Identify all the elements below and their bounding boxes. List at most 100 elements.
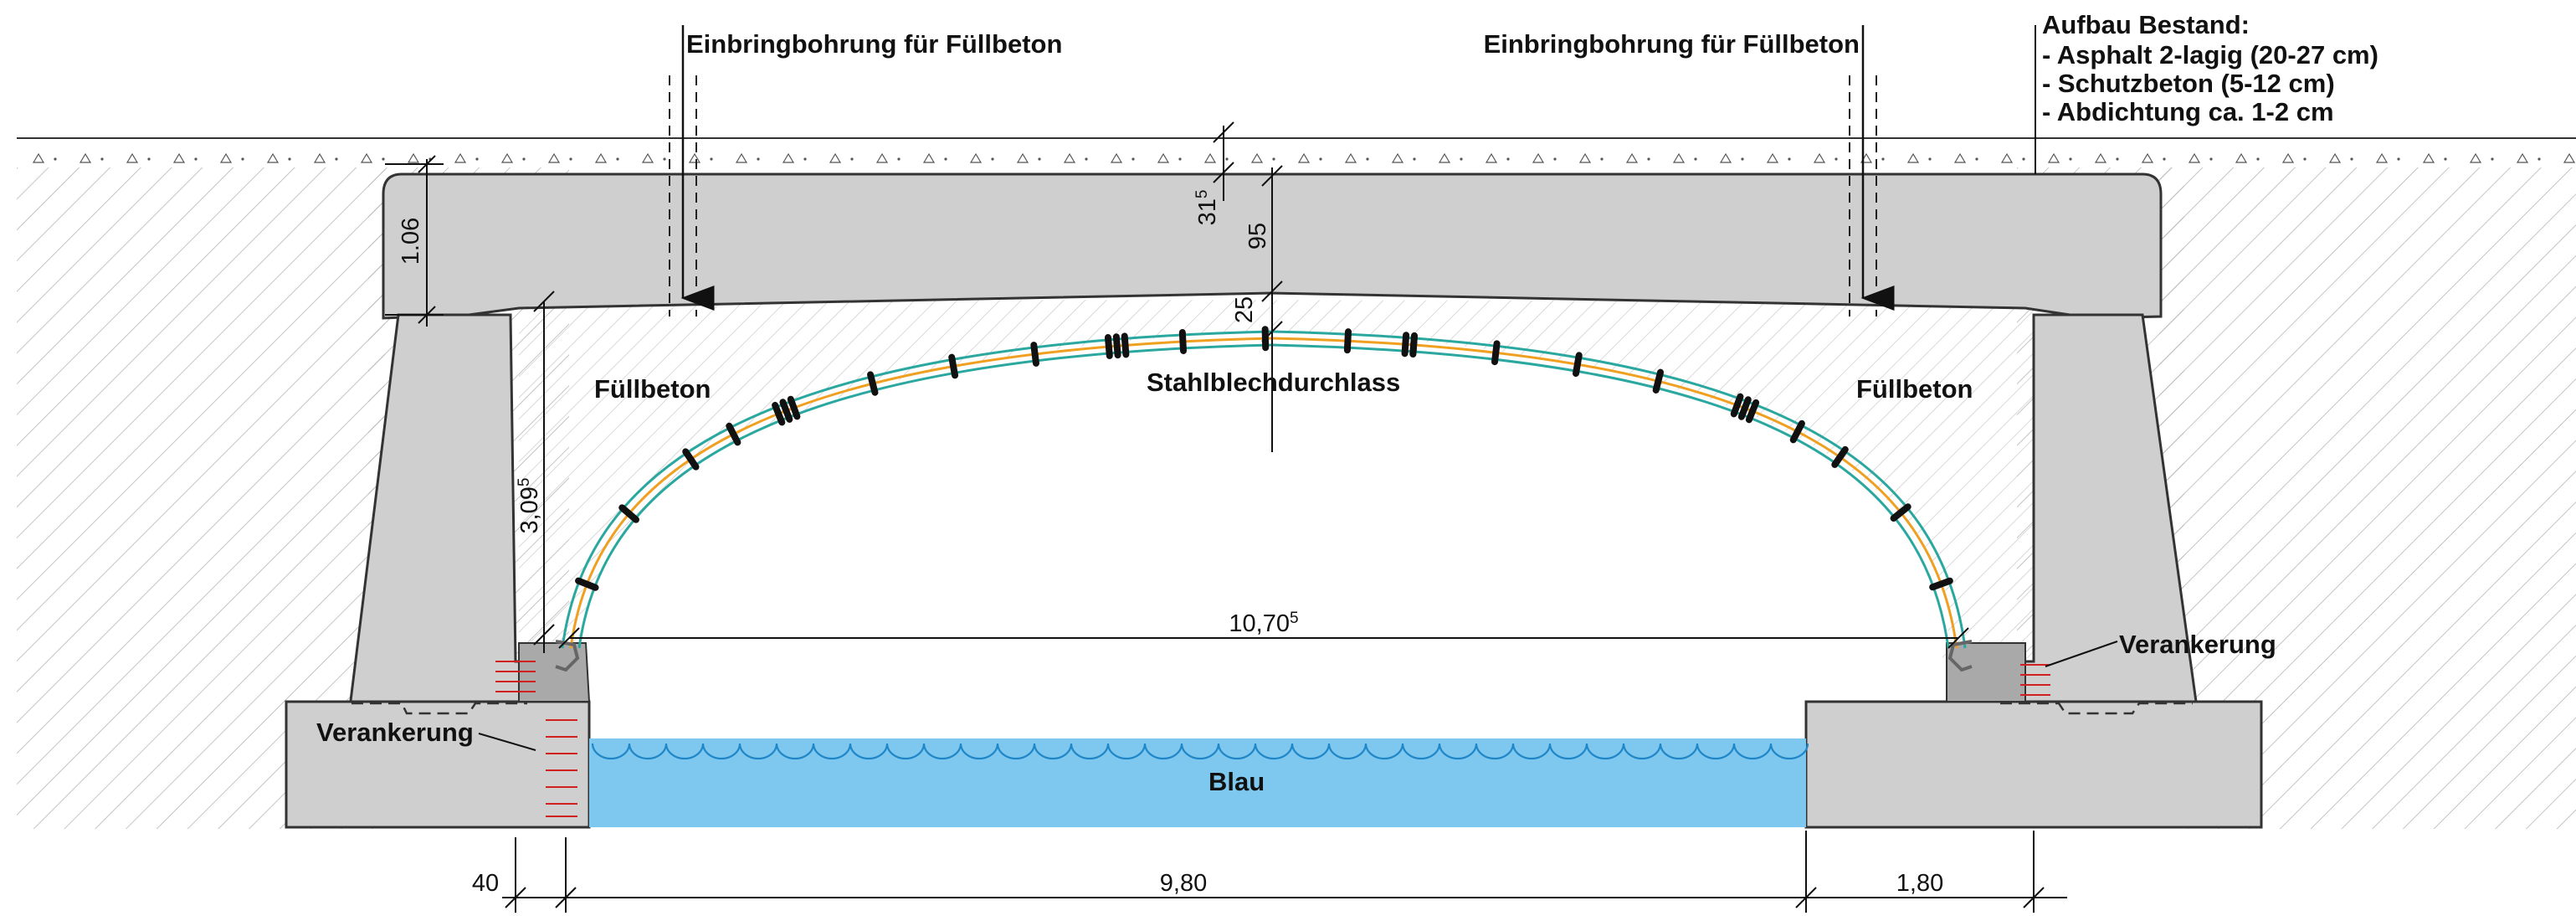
gravel-mark	[2000, 152, 2014, 163]
anchor-bars-left	[495, 661, 577, 817]
arch-bolt	[1831, 445, 1849, 468]
foundation-joint-left	[352, 702, 527, 715]
dim-arch-span-main: 10,70	[1229, 610, 1290, 637]
fill-concrete-region	[519, 300, 2034, 661]
gravel-dot	[1647, 157, 1650, 161]
gravel-dot	[897, 157, 901, 161]
gravel-mark	[1344, 152, 1357, 163]
gravel-mark	[829, 152, 842, 163]
gravel-dot	[1038, 157, 1041, 161]
gravel-mark	[875, 152, 889, 163]
gravel-mark	[1719, 152, 1732, 163]
gravel-dot	[616, 157, 619, 161]
gravel-mark	[126, 152, 139, 163]
gravel-mark	[1110, 152, 1123, 163]
gravel-mark	[500, 152, 514, 163]
arch-bolt	[1929, 577, 1953, 591]
arch-bolt	[618, 504, 639, 523]
gravel-mark	[2563, 152, 2576, 163]
arch-bolt	[1789, 419, 1805, 444]
gravel-dot	[944, 157, 947, 161]
dim-left-offset: 40	[472, 870, 499, 897]
gravel-dot	[569, 157, 572, 161]
gravel-mark	[79, 152, 92, 163]
dim-deck-mid: 95	[1244, 223, 1271, 250]
gravel-dot	[757, 157, 760, 161]
gravel-mark	[2235, 152, 2248, 163]
gravel-mark	[1157, 152, 1170, 163]
gravel-dot	[2397, 157, 2400, 161]
structure-item-sealing: - Abdichtung ca. 1-2 cm	[2042, 97, 2334, 126]
gravel-mark	[922, 152, 936, 163]
arch-bolt	[1491, 340, 1501, 366]
arch-bolt	[1745, 399, 1760, 424]
gravel-dot	[1694, 157, 1697, 161]
gravel-mark	[219, 152, 233, 163]
water-channel	[589, 738, 1806, 827]
gravel-dot	[1741, 157, 1744, 161]
gravel-dot	[2256, 157, 2260, 161]
gravel-mark	[688, 152, 701, 163]
gravel-mark	[266, 152, 280, 163]
gravel-dot	[2069, 157, 2072, 161]
gravel-mark	[2141, 152, 2154, 163]
gravel-mark	[1016, 152, 1029, 163]
gravel-dot	[1460, 157, 1463, 161]
arch-bolt	[682, 448, 700, 471]
arch-bolt	[1737, 396, 1752, 420]
gravel-mark	[1297, 152, 1311, 163]
road-build-up	[17, 139, 2576, 167]
arch-bolt	[1572, 352, 1583, 378]
gravel-dot	[2491, 157, 2494, 161]
gravel-dot	[2538, 157, 2541, 161]
gravel-mark	[1953, 152, 1967, 163]
gravel-mark	[782, 152, 795, 163]
gravel-dot	[1131, 157, 1135, 161]
gravel-dot	[2303, 157, 2307, 161]
gravel-mark	[641, 152, 654, 163]
gravel-dot	[1788, 157, 1791, 161]
gravel-mark	[1250, 152, 1264, 163]
dim-arch-height-main: 3,09	[516, 486, 543, 533]
arch-bolt	[787, 395, 801, 420]
anchor-bars-right	[2020, 664, 2050, 696]
gravel-dot	[991, 157, 994, 161]
gravel-dot	[382, 157, 385, 161]
gravel-dot	[1975, 157, 1978, 161]
culvert-label: Stahlblechdurchlass	[1147, 368, 1400, 397]
gravel-dot	[288, 157, 291, 161]
gravel-mark	[1906, 152, 1920, 163]
gravel-dot	[335, 157, 338, 161]
road-gravel-pattern	[32, 152, 2576, 163]
gravel-mark	[1532, 152, 1545, 163]
arch-bolt	[948, 353, 959, 379]
arch-foot-left	[555, 640, 580, 672]
arch-bolt	[772, 401, 786, 426]
gravel-mark	[1578, 152, 1592, 163]
gravel-mark	[969, 152, 983, 163]
gravel-dot	[1272, 157, 1275, 161]
dim-arch-height-sup: 5	[516, 477, 533, 486]
dim-deck-thickness: 1.06	[398, 218, 424, 265]
gravel-dot	[1413, 157, 1416, 161]
gravel-mark	[1203, 152, 1217, 163]
gravel-mark	[2469, 152, 2482, 163]
arch-bolt	[1112, 333, 1121, 359]
inlet-borehole-right	[1849, 75, 1877, 316]
gravel-mark	[2375, 152, 2389, 163]
gravel-dot	[475, 157, 479, 161]
water-waves	[591, 743, 1809, 760]
dim-clear-span: 9,80	[1160, 870, 1207, 897]
arch-bolt	[1890, 503, 1911, 522]
dim-cover-sup: 5	[1193, 190, 1211, 199]
foundation-joint-right	[2000, 702, 2193, 715]
dim-cover-main: 31	[1194, 198, 1221, 225]
arch-bolt	[867, 371, 879, 396]
inlet-label-left: Einbringbohrung für Füllbeton	[686, 29, 1062, 59]
gravel-dot	[2116, 157, 2119, 161]
gravel-dot	[194, 157, 198, 161]
gravel-mark	[2422, 152, 2435, 163]
gravel-dot	[241, 157, 244, 161]
gravel-mark	[2281, 152, 2295, 163]
